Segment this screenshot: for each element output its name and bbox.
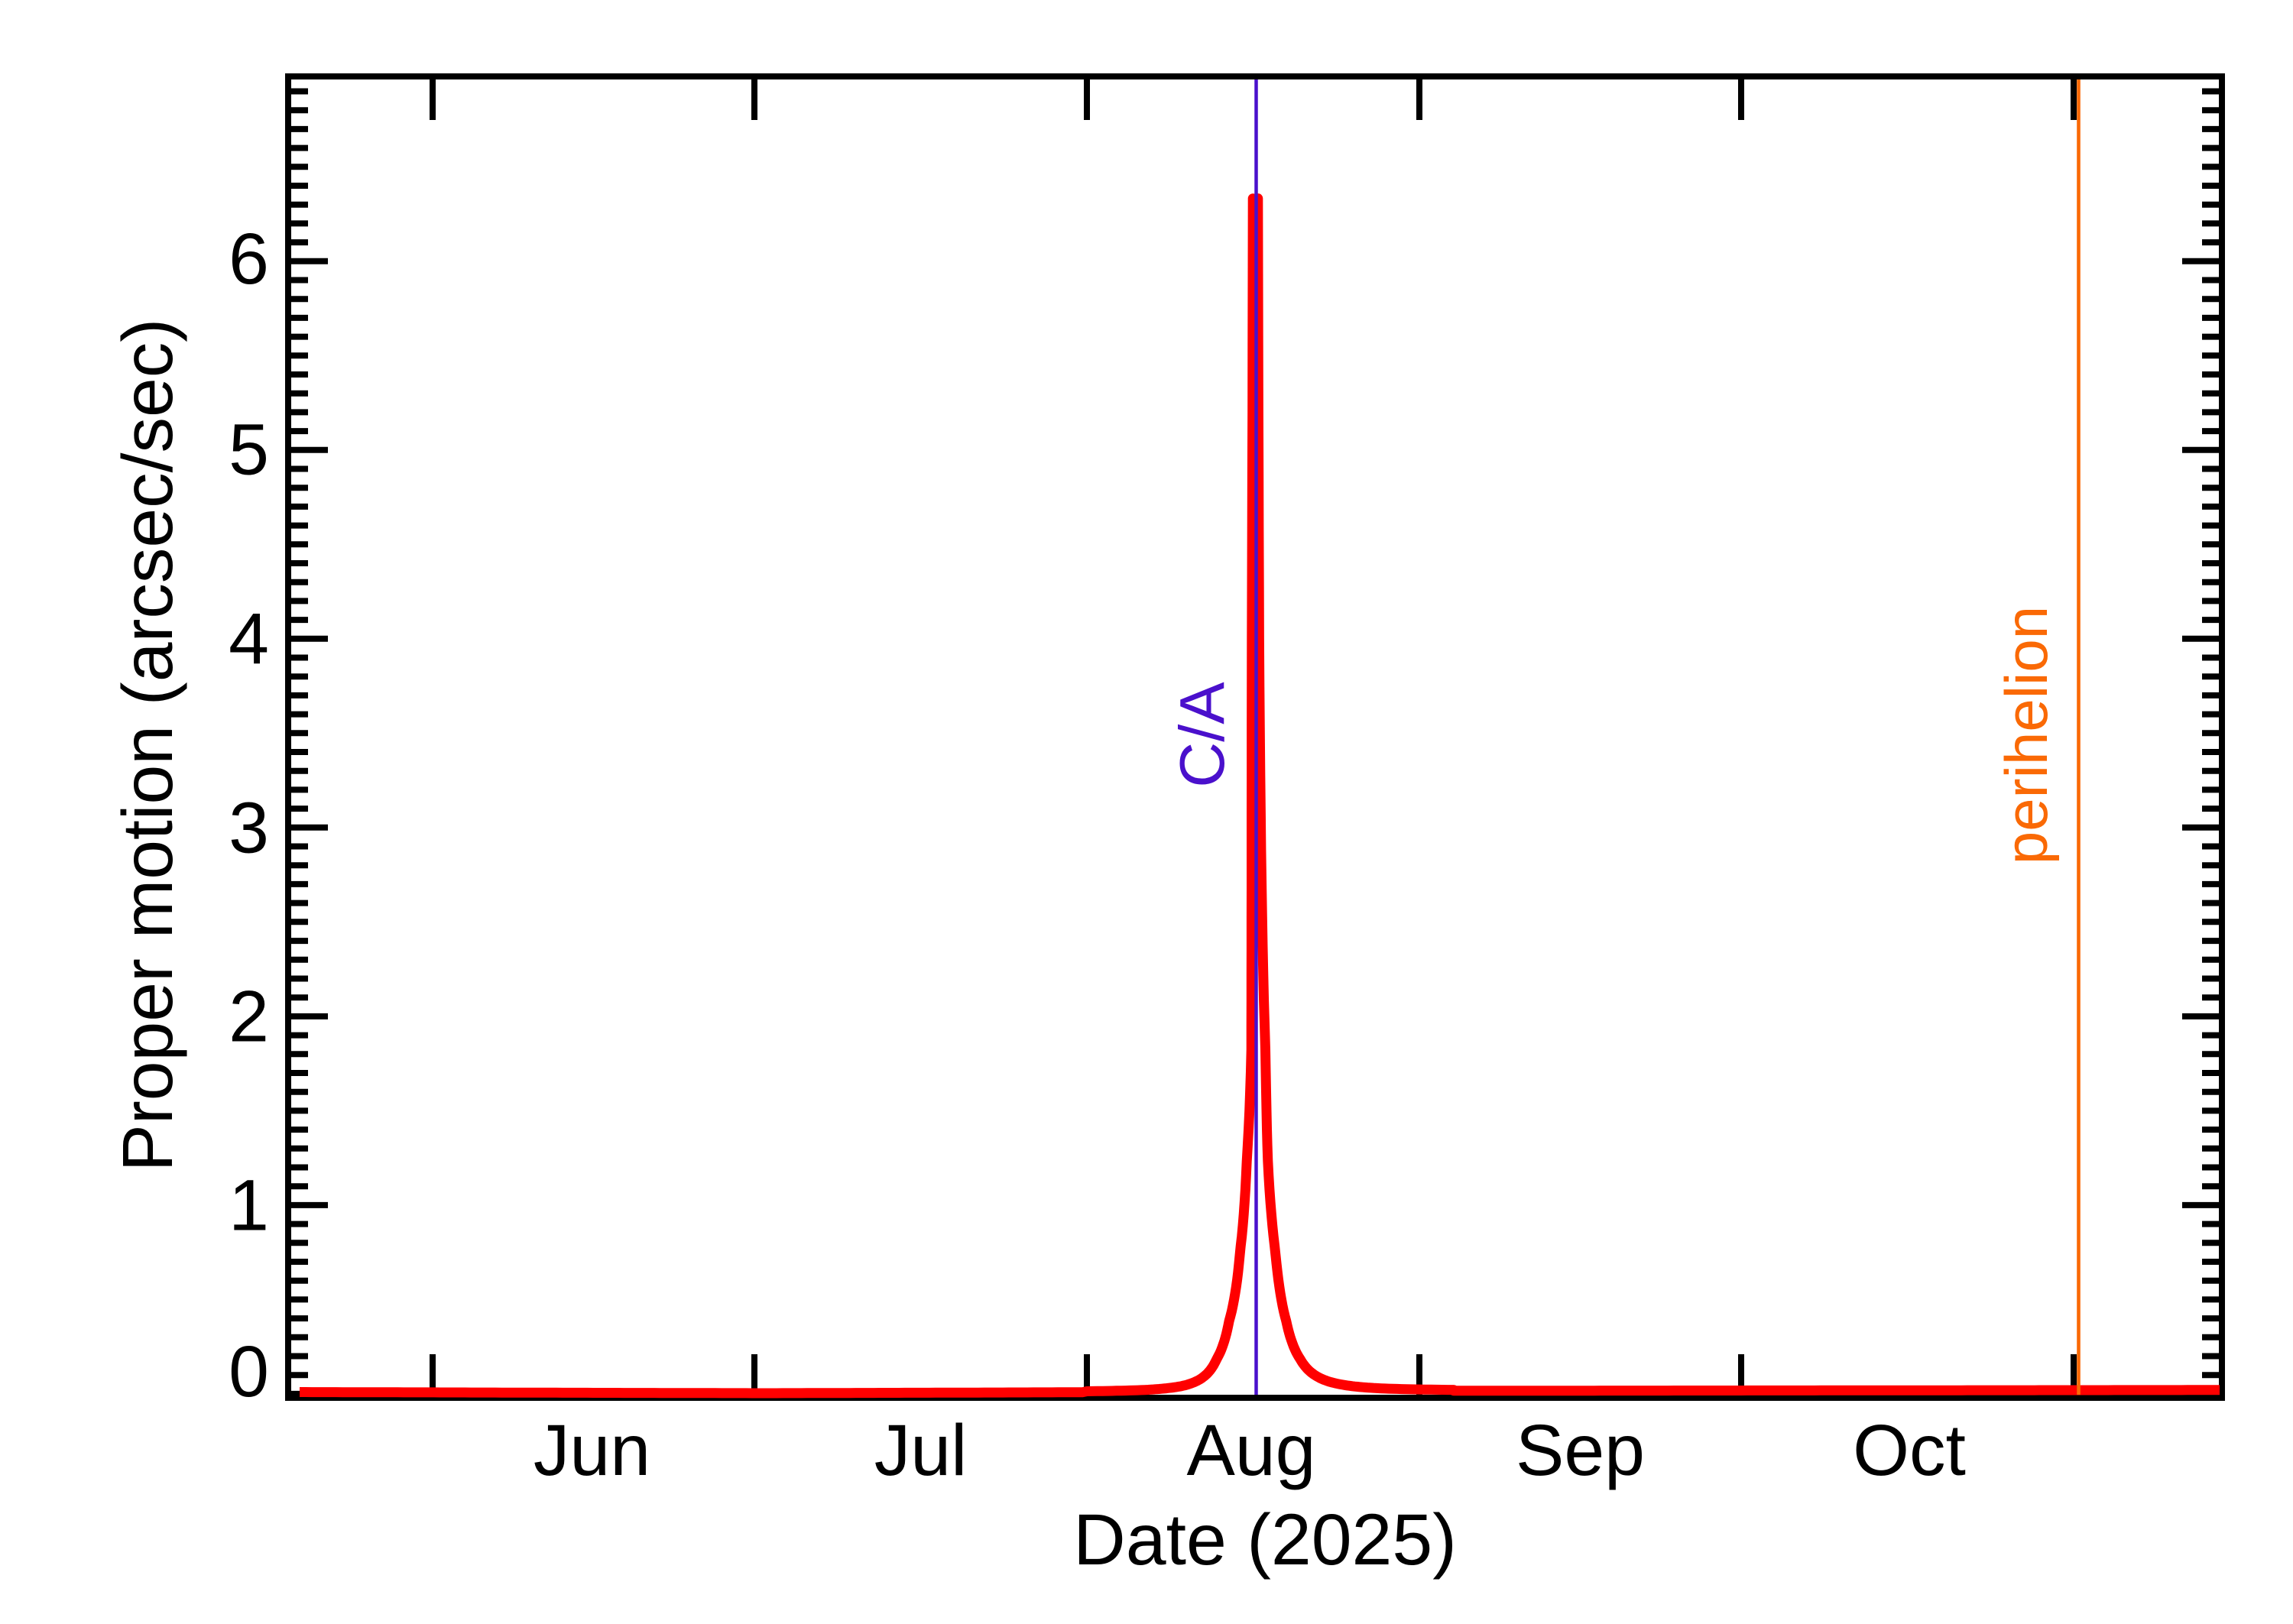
svg-text:1: 1 xyxy=(229,1165,269,1246)
svg-text:Jul: Jul xyxy=(874,1410,967,1491)
svg-text:6: 6 xyxy=(229,219,269,300)
svg-text:perihelion: perihelion xyxy=(1993,606,2060,864)
svg-text:3: 3 xyxy=(229,788,269,869)
svg-text:5: 5 xyxy=(229,410,269,491)
svg-text:Oct: Oct xyxy=(1853,1410,1966,1491)
svg-text:Jun: Jun xyxy=(534,1410,650,1491)
svg-text:Proper motion (arcsec/sec): Proper motion (arcsec/sec) xyxy=(108,319,187,1172)
svg-text:0: 0 xyxy=(229,1331,269,1412)
svg-text:Aug: Aug xyxy=(1186,1410,1315,1491)
svg-text:Date (2025): Date (2025) xyxy=(1073,1499,1457,1580)
svg-text:4: 4 xyxy=(229,599,269,680)
svg-text:2: 2 xyxy=(229,977,269,1058)
svg-text:Sep: Sep xyxy=(1516,1410,1645,1491)
svg-text:C/A: C/A xyxy=(1166,682,1237,788)
